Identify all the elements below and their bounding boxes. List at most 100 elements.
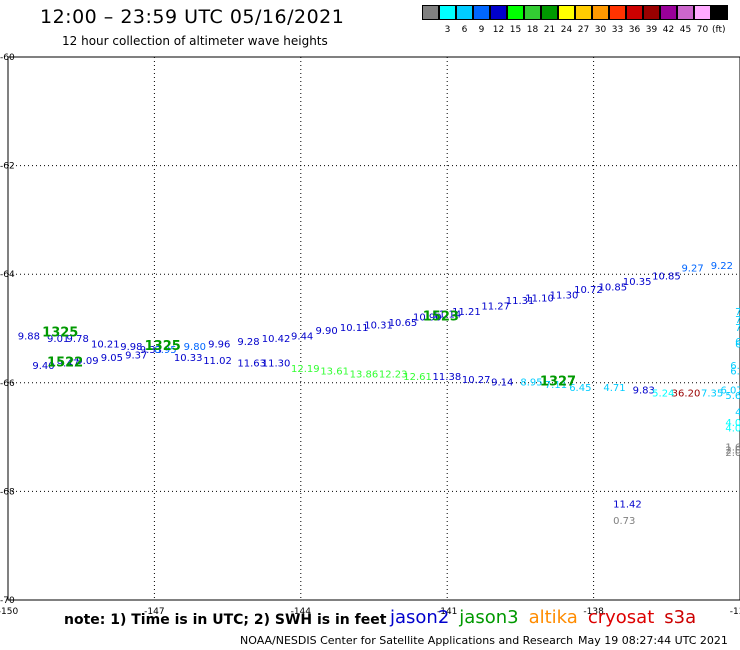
wave-height-value: 4.05: [725, 424, 740, 435]
scale-swatch: [592, 5, 609, 20]
wave-height-value: 9.37: [125, 350, 147, 361]
footer-note: note: 1) Time is in UTC; 2) SWH is in fe…: [64, 612, 387, 628]
wave-height-value: 10.21: [91, 340, 120, 351]
scale-swatch: [473, 5, 490, 20]
wave-height-value: 7.35: [701, 388, 723, 399]
footer-credit: NOAA/NESDIS Center for Satellite Applica…: [240, 634, 574, 647]
wave-height-value: 11.31: [506, 296, 535, 307]
scale-swatch: [507, 5, 524, 20]
color-scale-unit: (ft): [712, 25, 726, 35]
scale-label: 3: [444, 25, 451, 35]
legend-jason2: jason2: [390, 607, 450, 628]
pass-time-label: 1327: [540, 375, 576, 390]
scale-label: 36: [628, 25, 641, 35]
wave-height-value: 9.27: [681, 263, 703, 274]
wave-height-value: 9.80: [184, 342, 206, 353]
wave-height-value: 9.14: [491, 378, 513, 389]
wave-height-value: 9.47: [57, 359, 79, 370]
wave-height-value: 9.01: [47, 334, 69, 345]
wave-height-value: 6.87: [730, 361, 740, 372]
wave-height-value: 11.30: [550, 291, 579, 302]
wave-height-value: 9.22: [711, 261, 733, 272]
wave-height-value: 13.61: [320, 367, 349, 378]
x-tick-label: -150: [0, 607, 18, 617]
wave-height-value: 9.05: [101, 353, 123, 364]
wave-height-value: 7.99: [735, 315, 740, 326]
plot-frame: [7, 56, 740, 601]
wave-height-value: 0.73: [613, 516, 635, 527]
scale-label: 42: [662, 25, 675, 35]
scale-swatch: [422, 5, 439, 20]
wave-height-value: 6.07: [720, 386, 740, 397]
wave-height-value: 11.10: [525, 293, 554, 304]
wave-height-value: 11.21: [452, 307, 481, 318]
legend-cryosat: cryosat: [587, 607, 655, 628]
scale-label: 70: [696, 25, 709, 35]
wave-height-value: 10.42: [262, 334, 291, 345]
footer-timestamp: May 19 08:27:44 UTC 2021: [578, 634, 728, 647]
wave-height-value: 11.02: [203, 356, 232, 367]
scale-label: 15: [509, 25, 522, 35]
wave-height-value: 2.05: [725, 445, 740, 456]
wave-height-value: 6.38: [735, 337, 740, 348]
wave-height-value: 4.06: [725, 418, 740, 429]
wave-height-value: 10.85: [652, 272, 681, 283]
wave-height-value: 10.31: [364, 321, 393, 332]
scale-swatch: [609, 5, 626, 20]
scale-label: 21: [543, 25, 556, 35]
x-tick-label: -144: [291, 607, 312, 617]
pass-time-label: 1523: [423, 309, 459, 324]
wave-height-value: 9.96: [208, 340, 230, 351]
wave-height-value: 9.98: [120, 342, 142, 353]
y-tick-label: -64: [0, 270, 15, 280]
scale-label: 27: [577, 25, 590, 35]
scale-swatch: [456, 5, 473, 20]
scale-swatch: [558, 5, 575, 20]
wave-height-value: 9.78: [67, 334, 89, 345]
wave-height-value: 12.19: [291, 364, 320, 375]
wave-height-value: 11.42: [613, 500, 642, 511]
wave-height-value: 6.45: [569, 383, 591, 394]
wave-height-value: 7.57: [735, 323, 740, 334]
scale-label: 39: [645, 25, 658, 35]
pass-time-label: 1325: [42, 326, 78, 341]
wave-height-value: 10.35: [623, 277, 652, 288]
wave-height-value: 10.65: [389, 318, 418, 329]
scale-label: 18: [526, 25, 539, 35]
scale-label: 12: [492, 25, 505, 35]
y-tick-label: -62: [0, 162, 15, 172]
scale-swatch: [524, 5, 541, 20]
scale-swatch: [541, 5, 558, 20]
scale-swatch: [677, 5, 694, 20]
wave-height-value: 7.11: [545, 380, 567, 391]
scale-label: 45: [679, 25, 692, 35]
y-tick-label: -70: [0, 596, 15, 606]
legend-jason3: jason3: [459, 607, 519, 628]
wave-height-value: 9.40: [32, 361, 54, 372]
x-tick-label: -141: [437, 607, 457, 617]
wave-height-value: 10.90: [413, 312, 442, 323]
pass-time-label: 1325: [145, 339, 181, 354]
wave-height-value: 1.63: [725, 443, 740, 454]
satellite-legend: jason2 jason3 altika cryosat s3a: [390, 607, 706, 628]
chart-title: 12:00 – 23:59 UTC 05/16/2021: [40, 6, 345, 28]
scale-swatch: [490, 5, 507, 20]
chart-subtitle: 12 hour collection of altimeter wave hei…: [62, 34, 328, 48]
x-tick-label: -135: [730, 607, 740, 617]
wave-height-value: 10.27: [462, 375, 491, 386]
wave-height-value: 10.85: [598, 282, 627, 293]
legend-s3a: s3a: [664, 607, 697, 628]
y-tick-label: -60: [0, 53, 15, 63]
wave-height-value: 9.09: [76, 356, 98, 367]
scale-swatch: [694, 5, 711, 20]
wave-height-value: 9.28: [237, 337, 259, 348]
scale-label: 9: [478, 25, 485, 35]
scale-swatch: [439, 5, 456, 20]
scale-swatch: [626, 5, 643, 20]
wave-height-value: 6.23: [730, 367, 740, 378]
scale-swatch: [660, 5, 677, 20]
wave-height-value: 10.11: [340, 323, 369, 334]
wave-height-value: 9.33: [140, 345, 162, 356]
wave-height-value: 9.83: [633, 386, 655, 397]
